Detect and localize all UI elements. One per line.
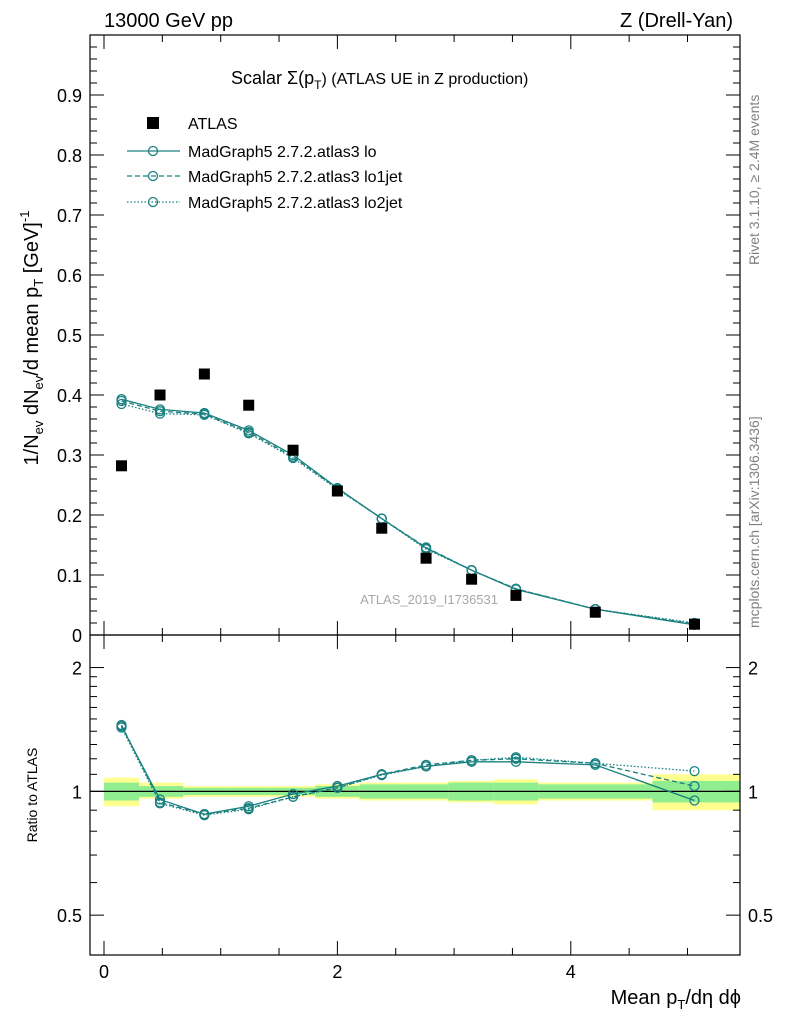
main-ytick-label: 0.5 — [57, 326, 82, 346]
mc-line-dashed — [121, 400, 695, 625]
main-ytick-label: 0.2 — [57, 506, 82, 526]
mcplots-label: mcplots.cern.ch [arXiv:1306.3436] — [746, 416, 762, 628]
legend-marker-atlas — [147, 117, 159, 129]
mc-point — [199, 409, 210, 420]
ratio-point — [689, 795, 700, 806]
x-tick-label: 4 — [566, 962, 576, 982]
analysis-watermark: ATLAS_2019_I1736531 — [360, 592, 498, 607]
mc-line-dotted — [121, 403, 695, 624]
x-axis-label: Mean pT/dη dϕ — [611, 987, 741, 1012]
legend: ATLAS MadGraph5 2.7.2.atlas3 lo MadGraph… — [127, 116, 403, 212]
ratio-point — [332, 782, 343, 793]
ratio-ytick-label-right: 0.5 — [748, 906, 773, 926]
mc-line-solid — [121, 398, 695, 626]
legend-label-atlas: ATLAS — [188, 116, 238, 133]
rivet-version-label: Rivet 3.1.10, ≥ 2.4M events — [746, 95, 762, 265]
atlas-data-point — [243, 399, 255, 411]
ratio-point — [689, 780, 700, 792]
header-left: 13000 GeV pp — [104, 10, 233, 32]
atlas-data-point — [287, 444, 299, 456]
ratio-panel: 0.5 0.5 1 1 2 2 0 2 4 — [57, 634, 773, 982]
legend-marker-lo1jet — [147, 170, 159, 182]
ratio-ytick-label: 0.5 — [57, 906, 82, 926]
ratio-ytick-label-right: 1 — [748, 782, 758, 802]
plot-title: Scalar Σ(pT) (ATLAS UE in Z production) — [231, 68, 528, 92]
legend-marker-lo2jet — [147, 196, 159, 208]
ratio-point — [154, 798, 166, 809]
atlas-data-point — [510, 589, 522, 601]
ratio-point — [689, 765, 700, 777]
ratio-ytick-label: 1 — [72, 782, 82, 802]
main-ytick-label: 0.1 — [57, 566, 82, 586]
main-ytick-label: 0.7 — [57, 206, 82, 226]
atlas-data-point — [154, 389, 166, 401]
ratio-ytick-label: 2 — [72, 659, 82, 679]
atlas-data-point — [589, 606, 601, 618]
atlas-data-point — [331, 485, 343, 497]
ratio-point — [590, 758, 601, 769]
ratio-point — [510, 752, 522, 763]
atlas-data-point — [688, 618, 700, 630]
mc-point — [116, 398, 127, 410]
mc-point — [154, 408, 166, 419]
main-ytick-label: 0.8 — [57, 146, 82, 166]
mc-point — [243, 428, 254, 439]
atlas-data-point — [116, 460, 128, 472]
ratio-point — [287, 791, 299, 802]
legend-label-lo1jet: MadGraph5 2.7.2.atlas3 lo1jet — [188, 169, 403, 186]
ratio-frame — [89, 634, 741, 956]
atlas-data-point — [420, 552, 432, 564]
ratio-line-dashed — [120, 724, 695, 815]
ratio-line-dotted — [120, 727, 695, 816]
ratio-point — [199, 810, 210, 821]
ratio-ytick-label-right: 2 — [748, 659, 758, 679]
ratio-y-label: Ratio to ATLAS — [24, 748, 40, 843]
main-ytick-label: 0.3 — [57, 446, 82, 466]
legend-marker-lo — [147, 145, 159, 157]
ratio-point — [376, 769, 387, 781]
mc-point — [116, 395, 127, 407]
main-ytick-label: 0.9 — [57, 86, 82, 106]
ratio-point — [243, 804, 254, 815]
main-y-label: 1/Nev dNev/d mean pT [GeV]-1 — [17, 211, 46, 466]
main-panel: 0.1 0.2 0.3 0.4 0.5 0.6 0.7 0.8 0.9 0 — [57, 34, 741, 646]
ratio-point — [154, 794, 166, 805]
ratio-point — [466, 755, 477, 766]
header-right: Z (Drell-Yan) — [620, 10, 733, 32]
x-tick-label: 0 — [99, 962, 109, 982]
ratio-point — [116, 722, 127, 733]
main-ytick-label-zero: 0 — [72, 626, 82, 646]
x-tick-label: 2 — [332, 962, 342, 982]
ratio-point — [287, 788, 299, 800]
atlas-data-point — [466, 573, 478, 585]
ratio-point — [420, 761, 432, 772]
legend-label-lo: MadGraph5 2.7.2.atlas3 lo — [188, 144, 377, 161]
atlas-data-point — [376, 522, 388, 534]
atlas-data-point — [198, 368, 210, 380]
main-ytick-label: 0.6 — [57, 266, 82, 286]
main-ytick-label: 0.4 — [57, 386, 82, 406]
legend-label-lo2jet: MadGraph5 2.7.2.atlas3 lo2jet — [188, 195, 403, 212]
